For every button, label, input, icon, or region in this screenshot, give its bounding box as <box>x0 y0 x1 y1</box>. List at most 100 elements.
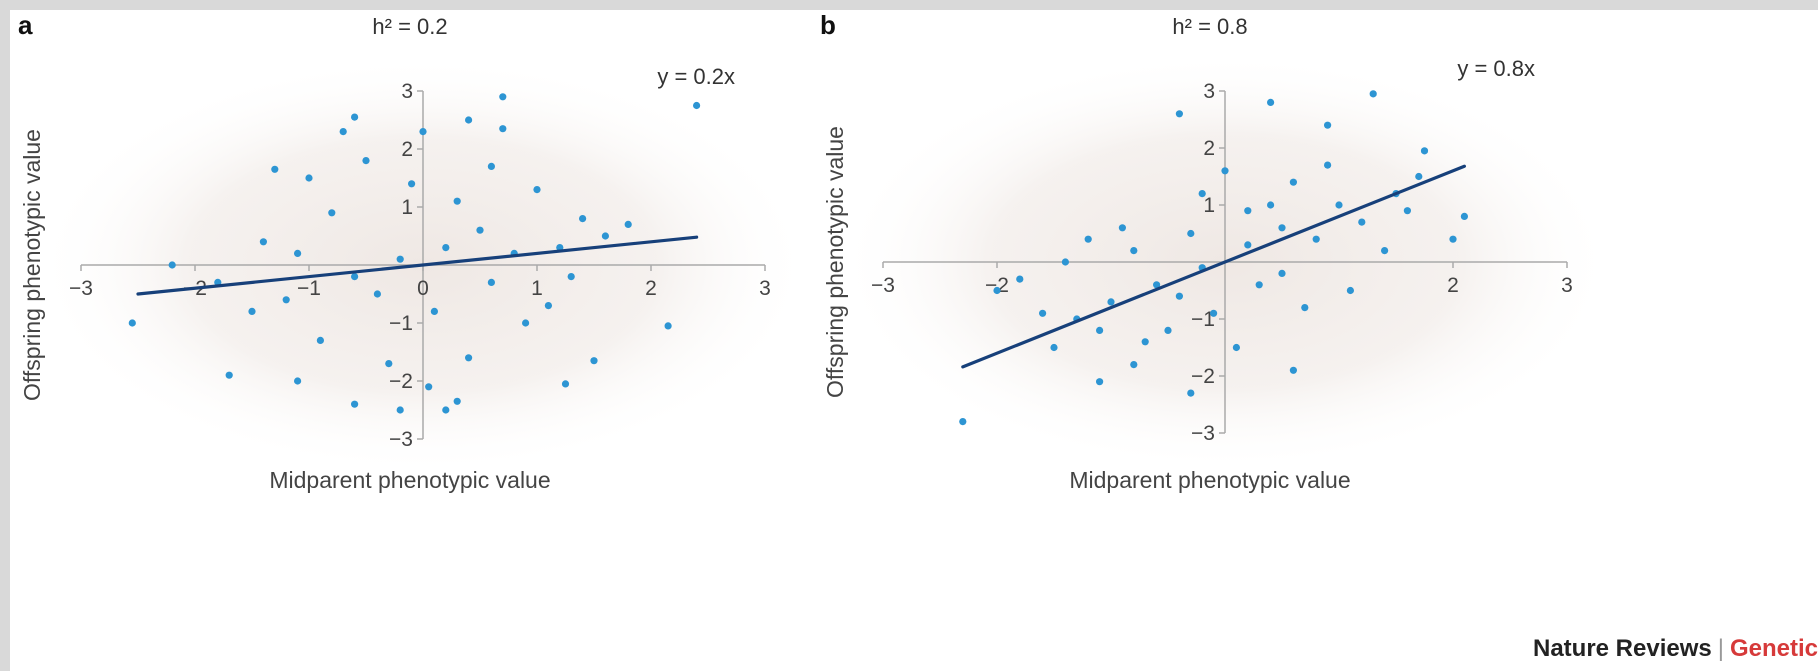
data-point <box>1164 326 1172 334</box>
y-tick-label: −2 <box>389 370 413 393</box>
data-point <box>442 244 450 252</box>
x-tick-label: 2 <box>645 277 657 300</box>
data-point <box>1267 98 1275 106</box>
data-point <box>1381 247 1389 255</box>
data-point <box>1324 121 1332 129</box>
panel-b-title: h² = 0.8 <box>1172 14 1247 39</box>
data-point <box>1460 212 1468 220</box>
credit-publisher: Nature Reviews <box>1532 635 1712 662</box>
data-point <box>561 380 570 388</box>
data-point <box>1324 161 1332 169</box>
data-point <box>1415 172 1423 181</box>
y-tick-label: 2 <box>1203 137 1215 160</box>
data-point <box>1210 309 1218 317</box>
x-tick-label: −3 <box>871 274 895 297</box>
data-point <box>259 238 267 246</box>
panel-b-points <box>959 90 1468 426</box>
data-point <box>1301 304 1309 312</box>
data-point <box>1244 241 1252 249</box>
data-point <box>579 215 587 223</box>
data-point <box>453 197 461 205</box>
data-point <box>1153 281 1161 289</box>
data-point <box>522 319 530 327</box>
data-point <box>1312 235 1320 243</box>
data-point <box>1061 258 1069 266</box>
y-tick-label: −1 <box>1191 308 1215 331</box>
y-tick-label: −3 <box>1191 422 1215 445</box>
data-point <box>271 165 279 173</box>
y-tick-label: 1 <box>401 196 413 219</box>
data-point <box>339 128 347 136</box>
data-point <box>1016 275 1024 283</box>
panel-a-chart: a h² = 0.2 y = 0.2x Midparent phenotypic… <box>18 10 813 493</box>
data-point <box>351 400 359 408</box>
data-point <box>1255 281 1263 289</box>
data-point <box>425 383 433 391</box>
data-point <box>624 220 632 228</box>
data-point <box>1198 190 1206 198</box>
panel-a-xlabel: Midparent phenotypic value <box>269 467 550 493</box>
y-tick-label: 1 <box>1203 194 1215 217</box>
data-point <box>601 232 610 240</box>
data-point <box>1335 201 1343 209</box>
data-point <box>1403 207 1411 215</box>
data-point <box>476 226 484 234</box>
data-point <box>499 125 507 133</box>
data-point <box>128 319 136 327</box>
data-point <box>1232 343 1240 352</box>
data-point <box>385 360 393 368</box>
data-point <box>590 357 598 365</box>
panel-b-xlabel: Midparent phenotypic value <box>1069 467 1350 493</box>
data-point <box>408 180 416 188</box>
data-point <box>396 255 404 263</box>
data-point <box>1346 286 1354 295</box>
data-point <box>430 307 438 315</box>
x-tick-label: 1 <box>531 277 543 300</box>
data-point <box>1267 201 1275 209</box>
data-point <box>294 249 302 257</box>
data-point <box>351 113 359 121</box>
data-point <box>316 336 324 344</box>
data-point <box>373 290 381 298</box>
regression-line <box>136 235 699 296</box>
data-point <box>1221 167 1229 175</box>
x-tick-label: 3 <box>1561 274 1573 297</box>
data-point <box>419 128 427 136</box>
data-point <box>1141 338 1149 346</box>
panel-b-ticks: −3 −2 2 3 −3 −2 −1 1 2 3 <box>871 80 1573 445</box>
data-point <box>305 174 313 182</box>
data-point <box>442 406 450 414</box>
data-point <box>993 286 1001 295</box>
x-tick-label: 0 <box>417 277 429 300</box>
data-point <box>1175 292 1183 300</box>
data-point <box>453 397 461 405</box>
data-point <box>1449 235 1457 243</box>
data-point <box>693 101 701 110</box>
data-point <box>282 296 290 304</box>
data-point <box>1175 110 1183 118</box>
panel-a-ylabel: Offspring phenotypic value <box>19 129 45 401</box>
credit-separator: | <box>1717 635 1724 662</box>
data-point <box>396 406 404 414</box>
data-point <box>1244 207 1252 215</box>
panel-b-ylabel: Offspring phenotypic value <box>822 126 848 398</box>
data-point <box>294 377 302 385</box>
y-tick-label: −1 <box>389 312 413 335</box>
y-tick-label: 3 <box>1203 80 1215 103</box>
data-point <box>1187 229 1195 238</box>
data-point <box>1039 309 1047 317</box>
data-point <box>567 273 575 281</box>
panel-b-letter: b <box>820 10 836 40</box>
data-point <box>1289 366 1297 374</box>
x-tick-label: 3 <box>759 277 771 300</box>
data-point <box>328 209 336 217</box>
data-point <box>1358 218 1366 226</box>
panel-b-chart: b h² = 0.8 y = 0.8x Midparent phenotypic… <box>820 10 1615 493</box>
data-point <box>168 261 176 269</box>
data-point <box>1130 247 1138 255</box>
data-point <box>533 186 541 194</box>
data-point <box>487 278 495 286</box>
x-tick-label: 2 <box>1447 274 1459 297</box>
